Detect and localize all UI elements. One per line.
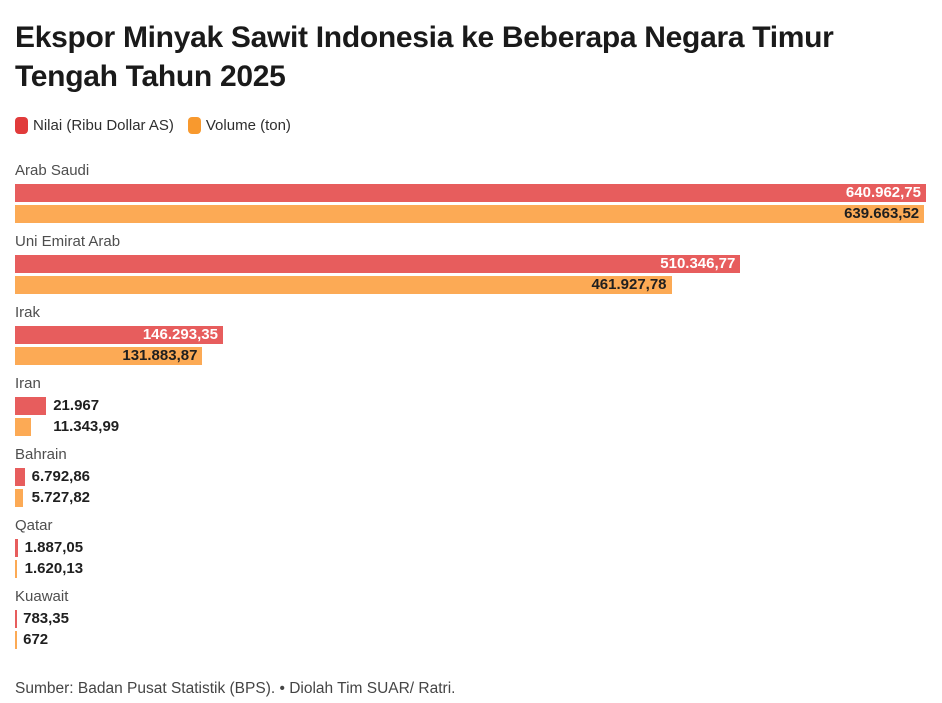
bar-row: 1.887,05 <box>15 539 926 557</box>
bar-row: 146.293,35 <box>15 326 926 344</box>
nilai-bar: 510.346,77 <box>15 255 741 273</box>
category-label: Iran <box>15 375 41 392</box>
bar-row: 461.927,78 <box>15 276 926 294</box>
bar-row: 6.792,86 <box>15 468 926 486</box>
nilai-bar <box>15 610 17 628</box>
bar-chart: Arab Saudi 640.962,75 639.663,52 Uni Emirat… <box>15 162 926 649</box>
nilai-legend-label: Nilai (Ribu Dollar AS) <box>33 117 174 134</box>
value-label: 639.663,52 <box>844 205 920 222</box>
chart-group: Irak 146.293,35 131.883,87 <box>15 304 926 365</box>
chart-group: Arab Saudi 640.962,75 639.663,52 <box>15 162 926 223</box>
bar-row: 639.663,52 <box>15 205 926 223</box>
chart-group: Kuawait 783,35 672 <box>15 588 926 649</box>
chart-group: Qatar 1.887,05 1.620,13 <box>15 517 926 578</box>
value-label: 510.346,77 <box>660 255 736 272</box>
nilai-bar: 640.962,75 <box>15 184 926 202</box>
volume-bar: 131.883,87 <box>15 347 203 365</box>
category-label: Arab Saudi <box>15 162 90 179</box>
value-label: 1.887,05 <box>24 539 84 556</box>
nilai-bar: 146.293,35 <box>15 326 223 344</box>
value-label: 6.792,86 <box>31 468 91 485</box>
bar-row: 510.346,77 <box>15 255 926 273</box>
nilai-bar <box>15 468 25 486</box>
bar-row: 11.343,99 <box>15 418 926 436</box>
category-label: Kuawait <box>15 588 69 605</box>
value-label: 5.727,82 <box>31 489 91 506</box>
volume-legend-swatch-icon <box>187 117 201 134</box>
value-label: 640.962,75 <box>845 184 921 201</box>
value-label: 672 <box>23 631 49 648</box>
category-label: Bahrain <box>15 446 67 463</box>
chart-title: Ekspor Minyak Sawit Indonesia ke Beberap… <box>15 21 834 93</box>
volume-legend-label: Volume (ton) <box>205 117 291 134</box>
nilai-bar <box>15 539 18 557</box>
chart-group: Iran 21.967 11.343,99 <box>15 375 926 436</box>
category-label: Uni Emirat Arab <box>15 233 121 250</box>
category-label: Qatar <box>15 517 53 534</box>
bar-row: 1.620,13 <box>15 560 926 578</box>
bar-row: 672 <box>15 631 926 649</box>
nilai-legend-swatch-icon <box>15 117 28 134</box>
nilai-bar <box>15 397 47 415</box>
value-label: 1.620,13 <box>24 560 84 577</box>
value-label: 21.967 <box>53 397 100 414</box>
volume-bar: 639.663,52 <box>15 205 925 223</box>
bar-row: 5.727,82 <box>15 489 926 507</box>
bar-row: 21.967 <box>15 397 926 415</box>
value-label: 131.883,87 <box>122 347 198 364</box>
bar-row: 783,35 <box>15 610 926 628</box>
legend-item-volume: Volume (ton) <box>187 117 291 134</box>
volume-bar <box>15 489 24 507</box>
chart-group: Uni Emirat Arab 510.346,77 461.927,78 <box>15 233 926 294</box>
value-label: 461.927,78 <box>591 276 667 293</box>
chart-group: Bahrain 6.792,86 5.727,82 <box>15 446 926 507</box>
bar-row: 131.883,87 <box>15 347 926 365</box>
value-label: 146.293,35 <box>142 326 218 343</box>
legend: Nilai (Ribu Dollar AS) Volume (ton) <box>15 117 926 134</box>
legend-item-nilai: Nilai (Ribu Dollar AS) <box>15 117 174 134</box>
source-note: Sumber: Badan Pusat Statistik (BPS). • D… <box>15 680 456 697</box>
value-label: 783,35 <box>23 610 69 627</box>
volume-bar <box>15 560 18 578</box>
category-label: Irak <box>15 304 41 321</box>
bar-row: 640.962,75 <box>15 184 926 202</box>
volume-bar <box>15 418 32 436</box>
volume-bar <box>15 631 17 649</box>
volume-bar: 461.927,78 <box>15 276 672 294</box>
value-label: 11.343,99 <box>53 418 120 435</box>
